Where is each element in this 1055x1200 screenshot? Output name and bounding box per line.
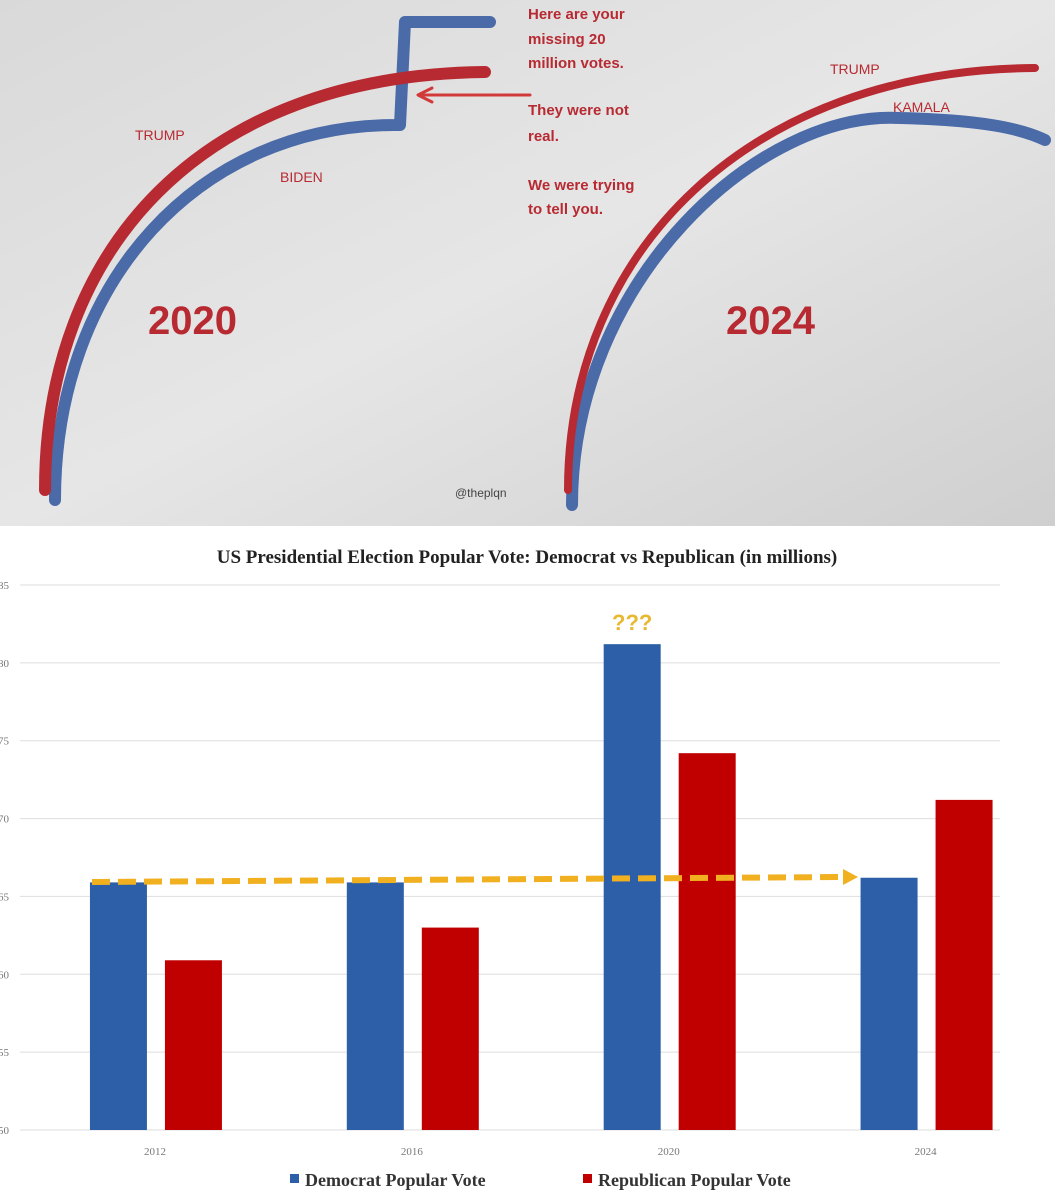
arrow-head <box>416 86 434 104</box>
y-tick-label: 75 <box>0 736 10 748</box>
note-line: to tell you. <box>528 201 603 218</box>
y-tick-label: 50 <box>0 1125 10 1137</box>
legend-swatch <box>290 1174 299 1183</box>
y-tick-label: 70 <box>0 814 10 826</box>
bar <box>860 877 918 1130</box>
y-tick-label: 55 <box>0 1047 10 1059</box>
bar <box>346 882 404 1130</box>
year: 2024 <box>726 299 816 343</box>
note-line: real. <box>528 128 559 145</box>
illustration-background <box>0 0 1055 526</box>
trump-curve-2024 <box>564 64 1039 494</box>
bar <box>935 799 993 1130</box>
trend-arrow <box>91 874 846 885</box>
annotation: ??? <box>612 610 652 635</box>
y-tick-label: 60 <box>0 969 10 981</box>
x-tick-label: 2020 <box>658 1146 681 1158</box>
note-line: Here are your <box>528 6 625 23</box>
y-tick-label: 65 <box>0 891 10 903</box>
legend-label: Democrat Popular Vote <box>305 1170 486 1190</box>
biden-curve <box>49 16 496 506</box>
legend-swatch <box>583 1174 592 1183</box>
legend-label: Republican Popular Vote <box>598 1170 791 1190</box>
kamala-curve <box>566 111 1051 511</box>
bar <box>603 644 661 1130</box>
year: 2020 <box>148 299 237 343</box>
x-tick-label: 2012 <box>144 1146 166 1158</box>
illustration-labels: TRUMP BIDEN 2020 TRUMP KAMALA 2024 Here … <box>135 6 950 343</box>
y-tick-label: 85 <box>0 580 10 592</box>
chart: US Presidential Election Popular Vote: D… <box>0 547 1000 1190</box>
note-line: missing 20 <box>528 31 606 48</box>
x-tick-label: 2016 <box>401 1146 424 1158</box>
bar <box>678 753 736 1130</box>
note: Here are your missing 20 million votes. The… <box>528 6 634 218</box>
bar <box>164 960 222 1130</box>
credit: @theplqn <box>455 486 507 500</box>
blue-label: BIDEN <box>280 169 323 185</box>
note-line: They were not <box>528 102 629 119</box>
red-label: TRUMP <box>135 127 185 143</box>
red-label: TRUMP <box>830 61 880 77</box>
x-tick-label: 2024 <box>915 1146 938 1158</box>
bar <box>89 882 147 1130</box>
note-line: We were trying <box>528 177 634 194</box>
curves <box>39 16 1051 511</box>
trend-arrow-head <box>843 869 858 885</box>
trump-curve-2020 <box>39 66 491 496</box>
note-line: million votes. <box>528 55 624 72</box>
y-tick-label: 80 <box>0 658 10 670</box>
blue-label: KAMALA <box>893 99 950 115</box>
bar <box>421 927 479 1130</box>
chart-title: US Presidential Election Popular Vote: D… <box>217 547 838 568</box>
